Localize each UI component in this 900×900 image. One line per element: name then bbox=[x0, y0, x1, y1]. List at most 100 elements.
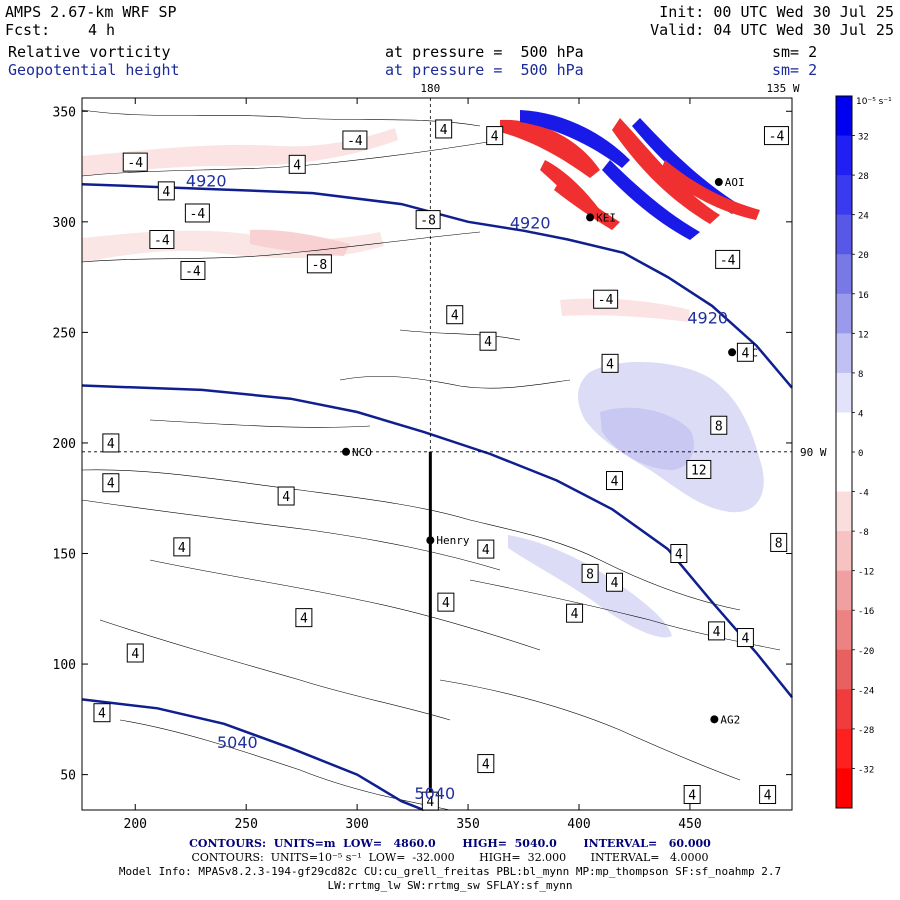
vorticity-label: 4 bbox=[93, 703, 111, 723]
height-contour-line bbox=[81, 182, 793, 389]
vorticity-contour-lines bbox=[81, 109, 781, 811]
vorticity-label: -8 bbox=[306, 254, 332, 274]
height-label: 4920 bbox=[687, 309, 728, 328]
vorticity-label-box bbox=[277, 486, 295, 506]
vorticity-label: 4 bbox=[477, 539, 495, 559]
station-kei: KEI bbox=[586, 211, 616, 224]
vorticity-label-text: 4 bbox=[482, 543, 490, 558]
colorbar-tick-label: 0 bbox=[858, 449, 863, 459]
vorticity-label-text: -4 bbox=[154, 234, 170, 249]
colorbar-swatch bbox=[836, 570, 852, 611]
station-dot bbox=[710, 715, 719, 724]
colorbar-swatch bbox=[836, 768, 852, 809]
vorticity-band-positive bbox=[508, 535, 672, 638]
station-dot bbox=[426, 536, 435, 545]
vorticity-band-negative bbox=[82, 128, 398, 176]
vorticity-label: 4 bbox=[102, 473, 120, 493]
vorticity-contour-line bbox=[149, 559, 541, 651]
vorticity-label-box bbox=[437, 592, 455, 612]
height-contour-line bbox=[81, 384, 793, 698]
vorticity-label: 12 bbox=[686, 459, 712, 479]
x-tick-label: 450 bbox=[678, 817, 701, 832]
vorticity-label-box bbox=[606, 471, 623, 491]
colorbar-tick-label: 12 bbox=[858, 330, 869, 340]
vorticity-label-box bbox=[606, 572, 623, 592]
vorticity-label-box bbox=[581, 563, 599, 583]
colorbar-swatch bbox=[836, 610, 852, 651]
level2-label: at pressure = 500 hPa bbox=[385, 61, 584, 79]
station-aoi: AOI bbox=[714, 176, 745, 189]
vorticity-band-negative bbox=[560, 298, 690, 322]
colorbar-swatch bbox=[836, 649, 852, 690]
vorticity-label-box bbox=[295, 608, 313, 628]
vorticity-label-text: 4 bbox=[300, 612, 308, 627]
vorticity-label-box bbox=[173, 537, 191, 557]
height-contours bbox=[81, 182, 793, 812]
height-labels: 4920 4920 4920 5040 5040 bbox=[186, 171, 728, 802]
vorticity-label-text: -4 bbox=[127, 156, 143, 171]
vorticity-label-text: -4 bbox=[598, 293, 614, 308]
colorbar-tick-label: 20 bbox=[858, 251, 869, 261]
x-tick-label: 350 bbox=[456, 817, 479, 832]
colorbar-swatch bbox=[836, 372, 852, 413]
station-label: AG2 bbox=[720, 713, 740, 726]
vorticity-label: 4 bbox=[683, 785, 701, 805]
colorbar-tick-label: 24 bbox=[858, 212, 869, 222]
station-label: KEI bbox=[596, 211, 616, 224]
vorticity-label-text: -4 bbox=[769, 130, 785, 145]
station-markers: NCOHenryHRCAG2KEIAOI bbox=[342, 176, 758, 726]
height-contour-line bbox=[81, 698, 425, 812]
vorticity-label: 4 bbox=[736, 342, 754, 362]
vorticity-label-text: 4 bbox=[606, 357, 614, 372]
x-tick-label: 400 bbox=[567, 817, 590, 832]
vorticity-label-text: 4 bbox=[440, 123, 448, 138]
forecast-label: Fcst: bbox=[5, 21, 51, 39]
vorticity-label-text: -4 bbox=[190, 207, 206, 222]
y-tick-label: 50 bbox=[60, 769, 76, 784]
y-tick-label: 100 bbox=[53, 658, 76, 673]
station-dot bbox=[342, 447, 351, 456]
vorticity-label-box bbox=[306, 254, 332, 274]
vorticity-label: 4 bbox=[601, 353, 619, 373]
vorticity-label: 4 bbox=[486, 126, 504, 146]
vorticity-label: 4 bbox=[295, 608, 313, 628]
vorticity-label-text: -8 bbox=[420, 214, 436, 229]
station-dot bbox=[728, 348, 737, 357]
vorticity-core-blue bbox=[632, 118, 740, 214]
vorticity-label: 4 bbox=[606, 471, 623, 491]
crosshair-lines bbox=[82, 98, 792, 810]
colorbar-tick-label: -8 bbox=[858, 528, 869, 538]
vorticity-label-text: 4 bbox=[571, 607, 579, 622]
colorbar-swatch bbox=[836, 293, 852, 334]
vorticity-label-box bbox=[157, 181, 175, 201]
colorbar: 10⁻⁵ s⁻¹ 32 28 24 20 16 12 8 4 0 -4 -8 -12 -16 -20 -24 -… bbox=[835, 95, 892, 809]
vorticity-label: 4 bbox=[670, 544, 688, 564]
vorticity-core-blue bbox=[520, 110, 630, 168]
vorticity-label-text: 4 bbox=[611, 475, 619, 490]
contours-vorticity-info: CONTOURS: UNITS=10⁻⁵ s⁻¹ LOW= -32.000 HI… bbox=[191, 851, 709, 864]
vorticity-contour-line bbox=[81, 139, 501, 177]
station-label: NCO bbox=[352, 446, 372, 459]
station-dot bbox=[714, 178, 723, 187]
vorticity-label: 8 bbox=[710, 415, 728, 435]
vorticity-label-box bbox=[180, 260, 206, 280]
colorbar-swatch bbox=[836, 531, 852, 572]
vorticity-label-box bbox=[102, 473, 120, 493]
vorticity-label: -4 bbox=[593, 289, 619, 309]
grid-marker-labels: 180 135 W 90 W bbox=[420, 82, 826, 459]
station-label: AOI bbox=[725, 176, 745, 189]
vorticity-label-text: 4 bbox=[688, 789, 696, 804]
colorbar-tick-label: -12 bbox=[858, 568, 874, 578]
station-label: Henry bbox=[436, 534, 469, 547]
vorticity-label: 4 bbox=[479, 331, 497, 351]
vorticity-label-box bbox=[710, 415, 728, 435]
colorbar-tick-label: -28 bbox=[858, 726, 874, 736]
station-henry: Henry bbox=[426, 534, 470, 547]
colorbar-tick-label: -24 bbox=[858, 686, 874, 696]
vorticity-core-red bbox=[660, 160, 760, 220]
y-tick-label: 150 bbox=[53, 548, 76, 563]
vorticity-label-text: 8 bbox=[715, 419, 723, 434]
smooth1-label: sm= 2 bbox=[772, 43, 818, 61]
vorticity-contour-line bbox=[149, 419, 371, 428]
